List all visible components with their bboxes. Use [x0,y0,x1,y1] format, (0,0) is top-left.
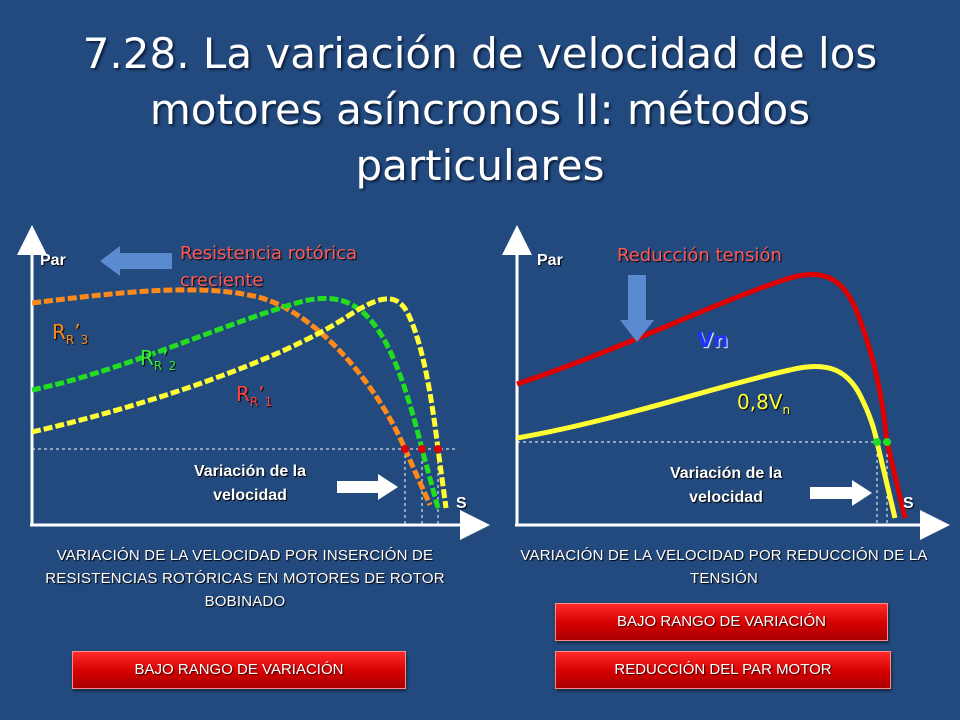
left-badge: BAJO RANGO DE VARIACIÓN [72,651,406,689]
right-point-2 [883,438,891,446]
curve-rr3 [31,287,433,507]
left-point-2 [418,445,426,453]
right-badge-2: REDUCCIÓN DEL PAR MOTOR [555,651,891,689]
label-rr2-main: R [140,346,154,370]
label-rr1-sub: R [249,395,259,409]
left-arrow-icon [100,246,172,276]
left-y-axis-label: Par [40,252,66,269]
curve-rr2 [31,295,441,509]
label-rr1-main: R [236,382,250,406]
right-y-axis-label: Par [537,252,563,269]
left-x-axis-label: S [456,495,467,512]
label-rr1-prime: ’ [258,382,265,406]
label-rr2: RR’2 [140,346,176,373]
curve-rr1 [31,296,449,509]
label-08vn-main: 0,8V [737,390,783,414]
label-rr3-main: R [52,320,66,344]
right-badge-1: BAJO RANGO DE VARIACIÓN [555,603,888,641]
left-point-3 [434,445,442,453]
label-rr3-prime: ’ [74,320,81,344]
right-arrow-down-icon [620,275,654,342]
label-rr1-index: 1 [264,395,273,409]
right-caption: VARIACIÓN DE LA VELOCIDAD POR REDUCCIÓN … [520,547,928,587]
right-arrow-label: Reducción tensión [617,245,782,266]
right-speed-arrow-icon [810,480,872,506]
label-rr3-sub: R [65,333,75,347]
label-rr3: RR’3 [52,320,88,347]
curve-08vn [516,364,898,519]
label-08vn-sub: n [782,403,791,417]
label-rr2-index: 2 [168,359,177,373]
curve-vn [516,271,908,519]
left-speed-arrow-icon [337,474,398,500]
left-speed-variation-label: Variación de la velocidad [193,463,307,504]
left-chart [17,225,490,540]
right-speed-variation-label: Variación de la velocidad [669,465,783,506]
right-point-1 [873,438,881,446]
label-rr2-sub: R [153,359,163,373]
right-chart [502,225,950,540]
slide-title: 7.28. La variación de velocidad de los m… [82,29,878,190]
label-rr2-prime: ’ [162,346,169,370]
left-point-1 [401,445,409,453]
label-vn: Vn [697,328,729,352]
label-rr3-index: 3 [80,333,89,347]
label-08vn: 0,8Vn [737,390,790,417]
left-caption: VARIACIÓN DE LA VELOCIDAD POR INSERCIÓN … [45,547,445,610]
left-arrow-label: Resistencia rotórica creciente [180,243,358,291]
right-x-axis-label: S [903,495,914,512]
label-rr1: RR’1 [236,382,272,409]
